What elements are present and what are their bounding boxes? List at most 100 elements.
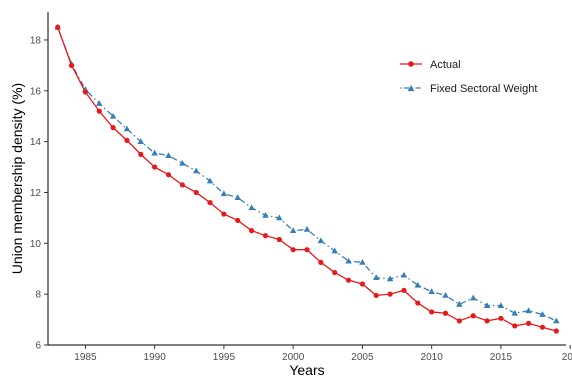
legend-marker (408, 61, 414, 67)
data-point (359, 281, 366, 287)
series-actual (55, 24, 559, 334)
data-point (179, 182, 185, 188)
series-line (57, 27, 557, 332)
data-point (470, 313, 476, 319)
data-point (276, 236, 282, 243)
data-point (512, 323, 518, 329)
legend-item: Fixed Sectoral Weight (400, 83, 537, 95)
data-point (248, 228, 255, 234)
y-tick-label: 12 (30, 188, 42, 199)
data-point (317, 237, 325, 244)
data-point (124, 137, 130, 143)
x-tick-label: 202 (562, 352, 572, 363)
x-tick-label: 1985 (74, 352, 97, 363)
data-point (138, 151, 144, 157)
data-point (359, 258, 366, 265)
data-point (165, 152, 172, 159)
data-point (483, 302, 491, 308)
y-axis: 6 8 10 12 14 16 18 (30, 12, 49, 352)
data-point (414, 281, 422, 288)
data-point (497, 302, 505, 308)
legend-marker (407, 85, 415, 92)
data-point (387, 291, 393, 297)
data-point (373, 292, 379, 299)
y-tick-label: 10 (30, 239, 42, 250)
data-point (152, 164, 158, 170)
data-point (401, 287, 407, 293)
x-tick-label: 2005 (351, 352, 374, 363)
legend-label: Fixed Sectoral Weight (430, 83, 537, 95)
data-point (289, 227, 297, 233)
data-point (290, 247, 296, 253)
data-point (262, 211, 269, 218)
data-point (55, 24, 61, 30)
series-fixed-sectoral-weight (54, 23, 560, 324)
x-tick-label: 2015 (490, 352, 513, 363)
data-point (303, 225, 311, 232)
data-point (248, 204, 255, 211)
data-point (220, 190, 228, 197)
data-point (386, 275, 394, 282)
x-axis-title: Years (289, 362, 324, 378)
data-point (82, 89, 88, 95)
data-point (428, 288, 435, 294)
y-axis-title: Union membership density (%) (9, 83, 25, 274)
x-tick-label: 2000 (282, 352, 305, 363)
data-point (137, 138, 145, 145)
data-point (373, 274, 380, 281)
data-point (221, 211, 227, 217)
data-point (151, 149, 158, 156)
data-point (109, 112, 117, 119)
data-point (539, 324, 546, 330)
data-point (96, 108, 102, 114)
data-point (96, 100, 103, 106)
data-point (442, 310, 449, 316)
data-point (498, 315, 504, 321)
data-point (235, 217, 241, 224)
y-tick-label: 6 (35, 341, 41, 352)
data-point (304, 247, 310, 253)
data-point (206, 177, 214, 184)
x-axis: 1985 1990 1995 2000 2005 2010 2015 202 (48, 344, 572, 363)
data-point (553, 317, 560, 324)
data-point (123, 125, 131, 132)
data-point (276, 214, 283, 221)
data-point (456, 300, 463, 307)
legend-item: Actual (400, 59, 461, 71)
series-line (57, 27, 557, 322)
data-point (207, 200, 213, 206)
data-point (262, 233, 269, 239)
data-point (68, 62, 75, 68)
data-point (400, 271, 408, 278)
legend-label: Actual (430, 59, 461, 71)
data-point (165, 172, 172, 178)
legend: Actual Fixed Sectoral Weight (400, 59, 537, 95)
data-point (318, 259, 324, 265)
data-point (525, 307, 532, 314)
y-tick-label: 14 (30, 137, 42, 148)
data-point (345, 277, 352, 283)
y-tick-label: 8 (35, 290, 41, 301)
y-tick-label: 16 (30, 86, 42, 97)
data-point (110, 125, 116, 131)
data-point (526, 320, 532, 326)
data-point (331, 247, 338, 254)
data-point (511, 309, 518, 316)
data-point (192, 167, 200, 174)
data-point (193, 189, 199, 196)
data-point (415, 300, 421, 306)
x-tick-label: 2010 (421, 352, 444, 363)
data-point (456, 318, 462, 324)
data-point (442, 292, 449, 298)
data-point (179, 159, 186, 166)
data-point (345, 257, 352, 264)
data-point (539, 311, 546, 317)
data-point (429, 309, 435, 315)
data-point (484, 318, 490, 324)
data-point (332, 269, 338, 276)
data-point (553, 328, 559, 334)
x-tick-label: 1990 (144, 352, 167, 363)
x-tick-label: 1995 (213, 352, 236, 363)
y-tick-label: 18 (30, 35, 42, 46)
